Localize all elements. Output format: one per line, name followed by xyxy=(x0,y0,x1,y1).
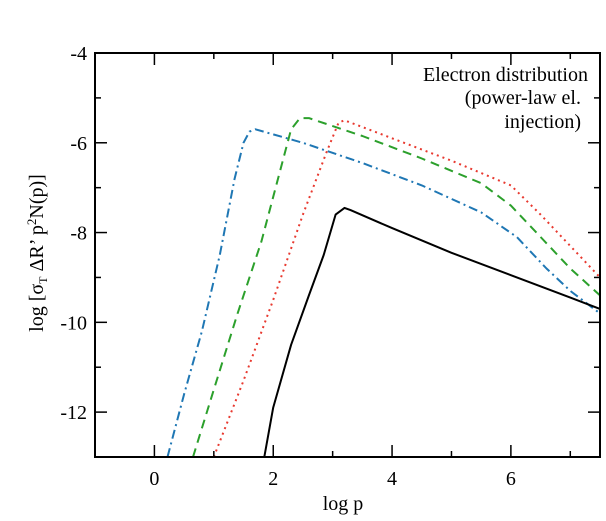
series-layer xyxy=(166,117,600,457)
y-tick-label: -12 xyxy=(60,402,87,424)
ticks-layer: 0 2 4 6 -4 -6 -8 -10 -12 xyxy=(60,43,600,490)
series-line-dotted xyxy=(212,119,600,457)
annotation-line-3: injection) xyxy=(504,111,581,133)
y-tick-label: -4 xyxy=(70,43,87,65)
y-axis-label: log [σT ΔR’ p2N(p)] xyxy=(24,174,50,332)
y-tick-label: -8 xyxy=(70,223,87,245)
y-tick-label: -6 xyxy=(70,133,87,155)
annotation-line-2: (power-law el. xyxy=(465,87,581,109)
y-tick-label: -10 xyxy=(60,312,87,334)
x-tick-label: 6 xyxy=(506,468,516,490)
x-tick-label: 2 xyxy=(268,468,278,490)
series-line-dash-dot xyxy=(166,128,600,457)
series-line-solid xyxy=(263,206,600,457)
x-tick-label: 4 xyxy=(387,468,397,490)
series-line-dashed xyxy=(192,117,600,457)
plot-frame xyxy=(94,52,601,458)
x-axis-label: log p xyxy=(323,493,364,515)
x-tick-label: 0 xyxy=(149,468,159,490)
annotation-line-1: Electron distribution xyxy=(423,64,588,86)
